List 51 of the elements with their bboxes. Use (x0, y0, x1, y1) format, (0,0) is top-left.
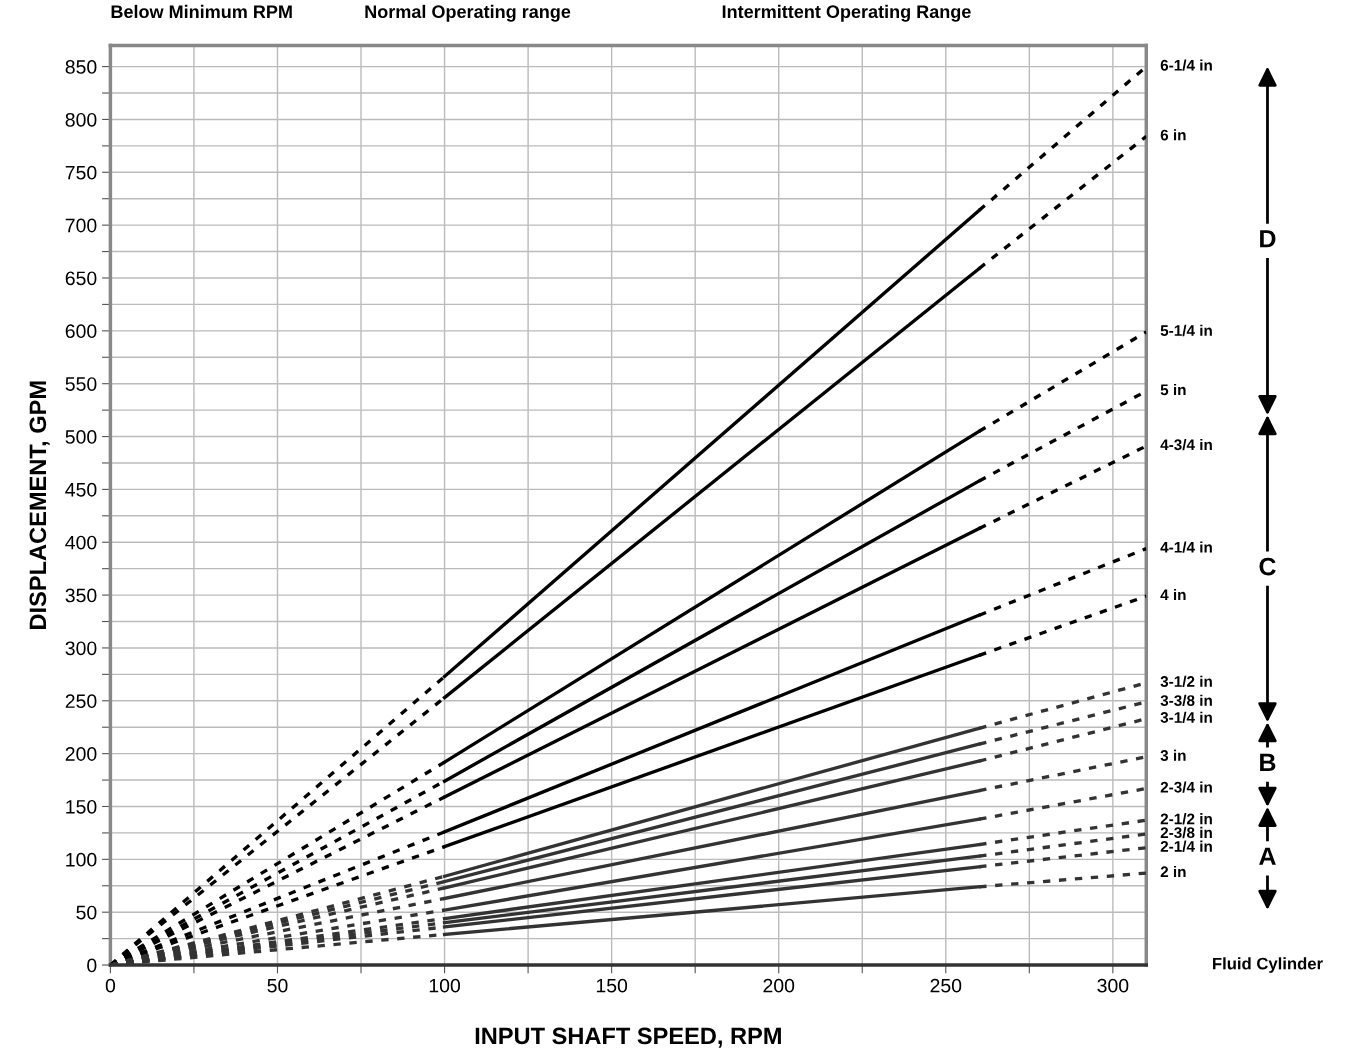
text: B (1260, 753, 1276, 772)
x-tick-label: 150 (596, 978, 628, 993)
y-tick-label: 200 (65, 747, 97, 761)
x-tick-label: 0 (105, 978, 116, 993)
y-tick-label: 300 (65, 641, 97, 656)
y-tick-label: 850 (65, 60, 97, 74)
y-tick-label: 250 (65, 694, 97, 709)
y-tick-label: 500 (65, 430, 97, 444)
x-tick-label: 250 (930, 978, 962, 993)
y-tick-label: 600 (65, 324, 97, 339)
text: C (1259, 557, 1276, 576)
text: Normal Operating range (365, 4, 571, 22)
x-tick-label: 200 (763, 978, 795, 993)
series-label: 4 in (1160, 589, 1186, 601)
x-tick-label: 300 (1097, 978, 1129, 993)
y-tick-label: 700 (65, 218, 97, 233)
series-label: 2-3/4 in (1160, 781, 1212, 793)
series-label: 4-1/4 in (1160, 541, 1212, 553)
y-tick-label: 450 (65, 482, 97, 497)
y-tick-label: 150 (66, 799, 97, 814)
y-tick-label: 0 (87, 958, 97, 973)
series-label: 3-1/2 in (1160, 675, 1212, 688)
series-label: 5 in (1160, 383, 1186, 396)
y-tick-label: 350 (65, 588, 97, 603)
series-label: 4-3/4 in (1160, 438, 1212, 451)
x-axis-title: INPUT SHAFT SPEED, RPM (475, 1027, 781, 1048)
series-label: 2-3/8 in (1160, 826, 1212, 839)
text: D (1260, 230, 1276, 248)
text: A (1259, 847, 1276, 865)
text: Fluid Cylinder (1213, 957, 1323, 973)
y-tick-label: 650 (65, 271, 97, 286)
series-label: 6-1/4 in (1160, 59, 1212, 71)
series-label: 3 in (1160, 749, 1186, 761)
y-tick-label: 400 (65, 535, 97, 550)
series-label: 6 in (1160, 129, 1186, 141)
series-label: 2 in (1160, 865, 1186, 878)
x-tick-label: 50 (267, 978, 288, 993)
text: Intermittent Operating Range (722, 4, 971, 22)
y-tick-label: 50 (76, 905, 97, 920)
y-tick-label: 550 (65, 377, 97, 391)
y-axis-title: DISPLACEMENT, GPM (29, 381, 50, 629)
text: Below Minimum RPM (111, 4, 292, 19)
series-label: 3-1/4 in (1160, 711, 1212, 724)
series-label: 2-1/2 in (1160, 813, 1212, 825)
series-label: 2-1/4 in (1160, 840, 1212, 852)
x-tick-label: 100 (429, 978, 461, 993)
series-label: 3-3/8 in (1160, 694, 1212, 707)
series-label: 5-1/4 in (1160, 324, 1212, 337)
y-tick-label: 750 (65, 165, 97, 180)
y-tick-label: 100 (66, 852, 97, 867)
y-tick-label: 800 (65, 112, 97, 127)
